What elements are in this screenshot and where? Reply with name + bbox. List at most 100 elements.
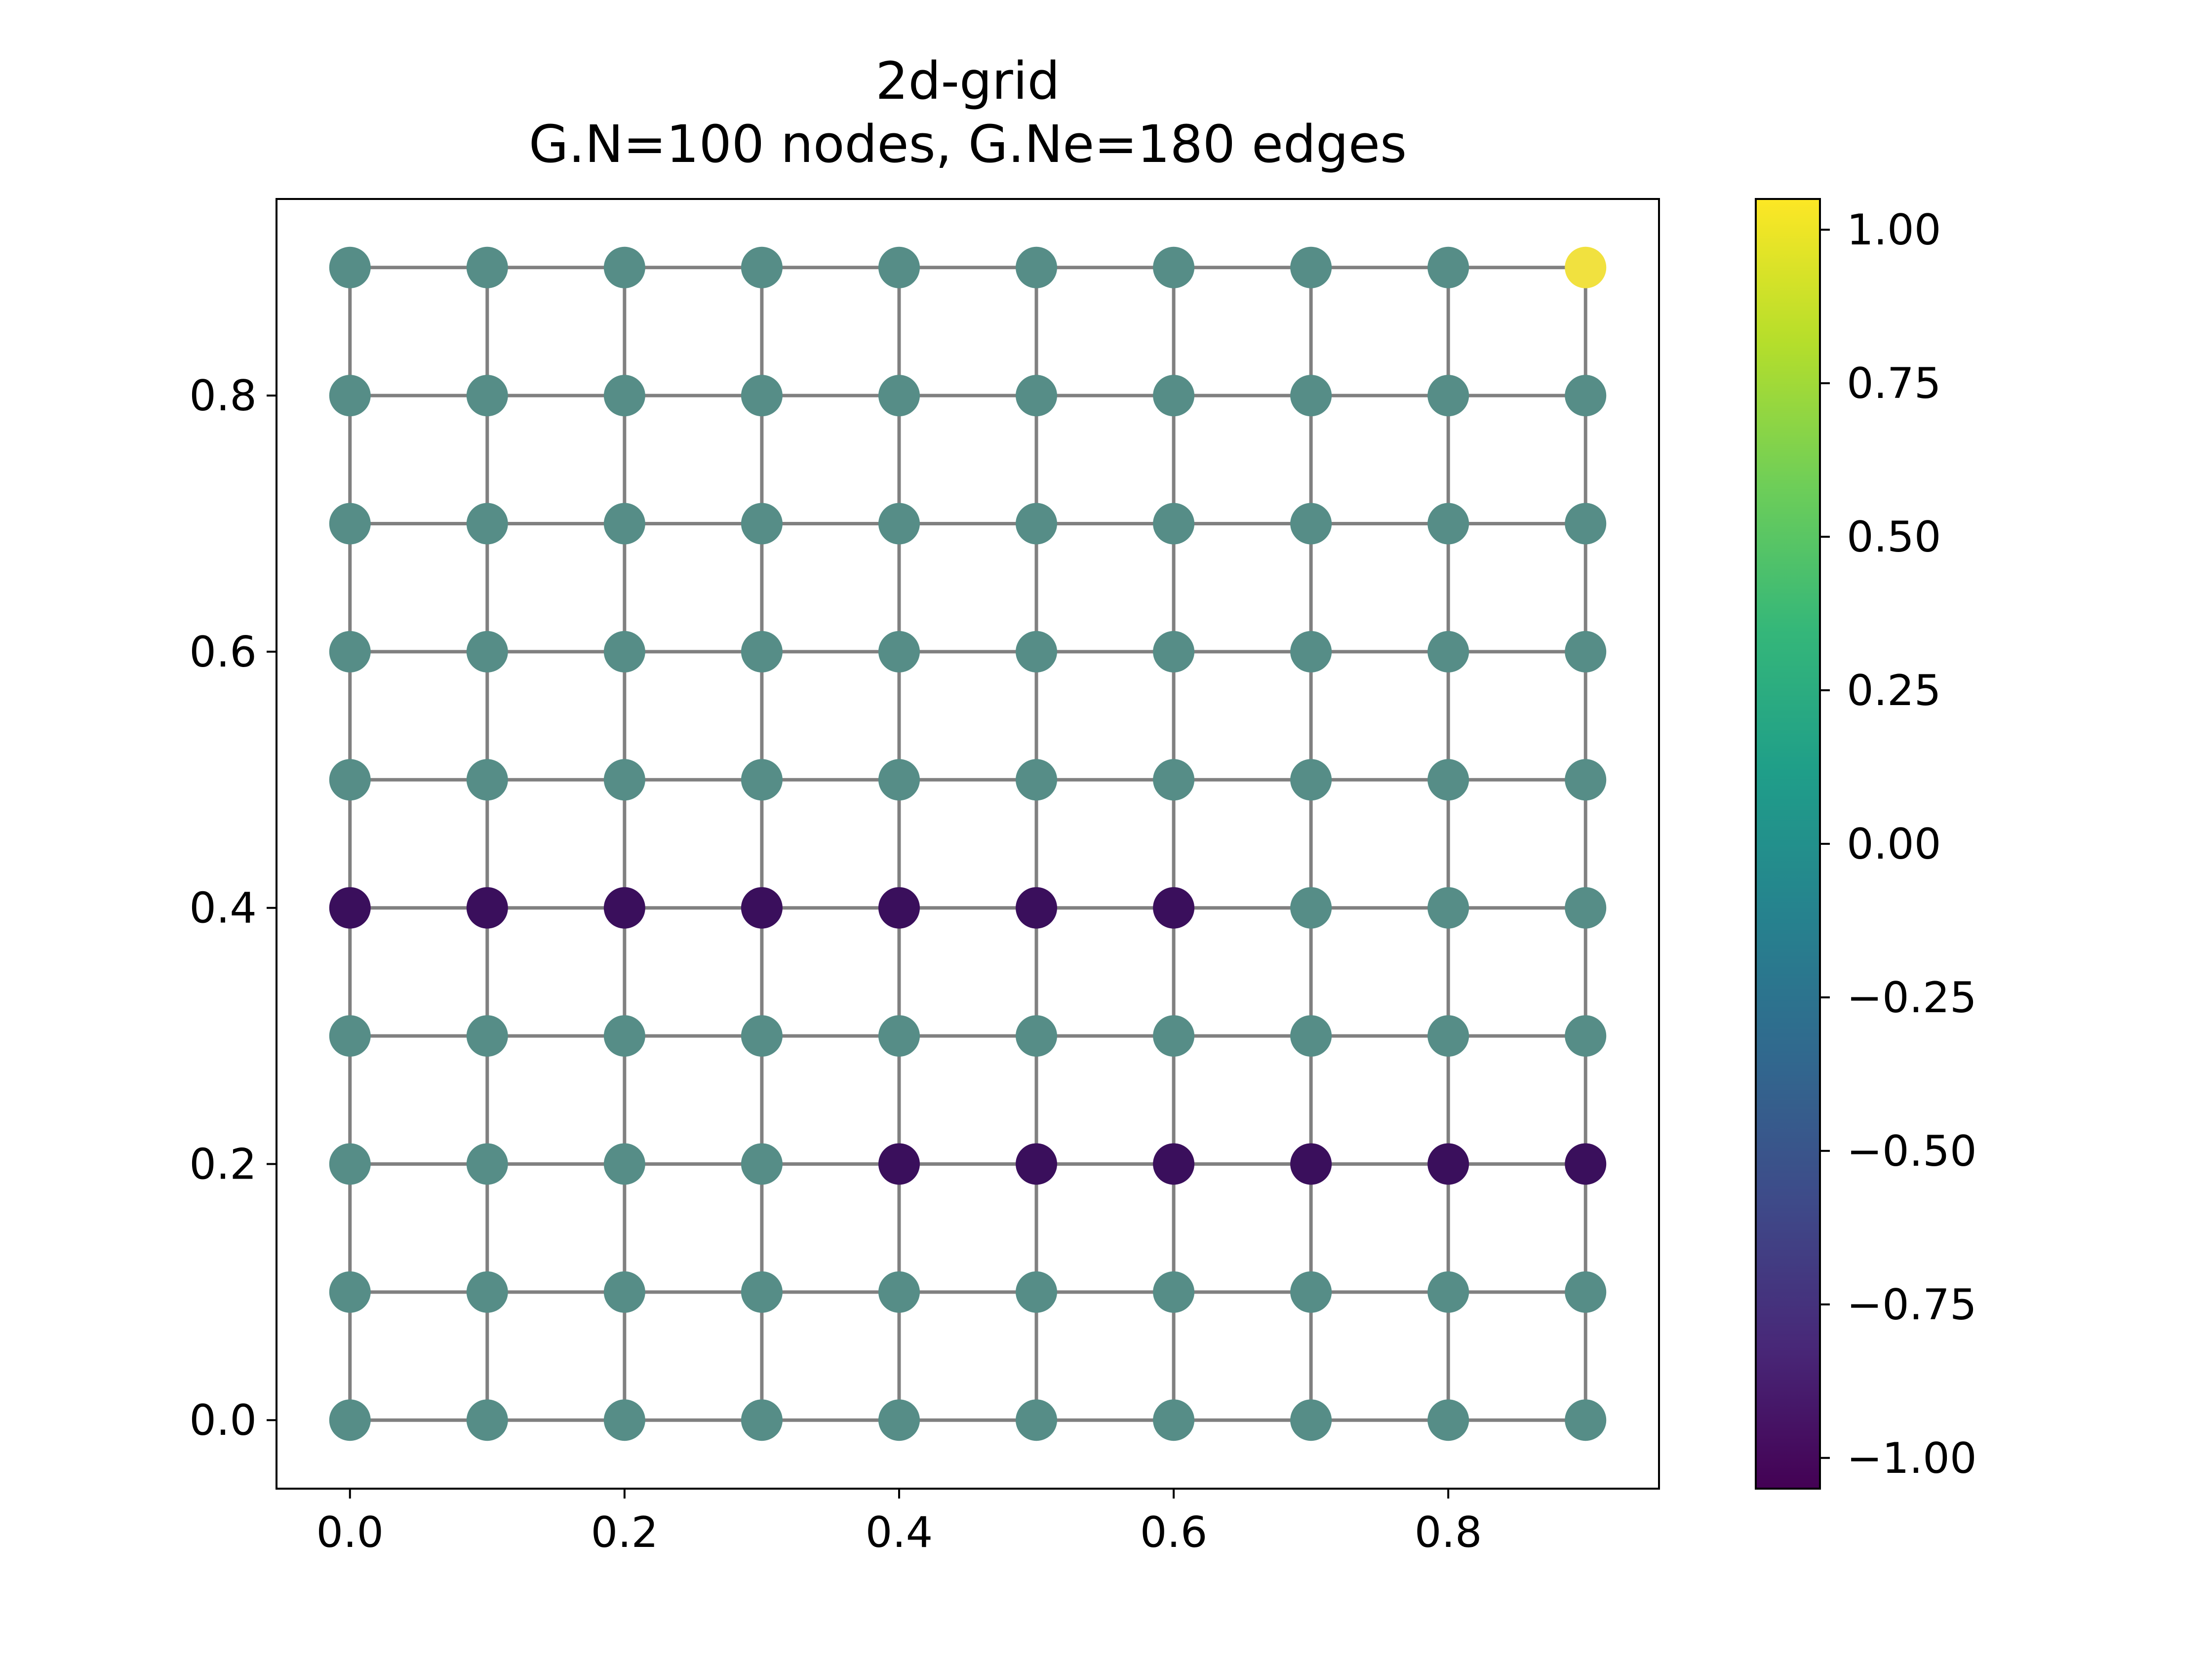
graph-node xyxy=(1290,375,1332,417)
graph-node xyxy=(1153,887,1195,929)
colorbar-gradient xyxy=(1756,199,1820,1489)
graph-node xyxy=(1290,759,1332,801)
graph-node xyxy=(878,246,920,288)
graph-node xyxy=(1290,1399,1332,1441)
graph-node xyxy=(1016,887,1058,929)
colorbar-tick-label: 0.75 xyxy=(1847,359,1941,408)
graph-node xyxy=(603,759,645,801)
graph-node xyxy=(466,375,508,417)
graph-node xyxy=(1427,503,1469,545)
graph-node xyxy=(1016,1271,1058,1313)
graph-node xyxy=(1016,375,1058,417)
graph-node xyxy=(878,503,920,545)
graph-node xyxy=(1153,246,1195,288)
graph-node xyxy=(1565,759,1607,801)
colorbar-tick-label: −1.00 xyxy=(1847,1434,1977,1483)
graph-node xyxy=(1565,631,1607,672)
graph-node xyxy=(329,246,371,288)
graph-node xyxy=(603,1271,645,1313)
graph-node xyxy=(466,759,508,801)
graph-node xyxy=(1290,1271,1332,1313)
colorbar-ticks: 1.00 0.75 0.50 0.25 0.00 −0.25 −0.50 −0.75 −1.00 xyxy=(1820,205,1977,1483)
graph-node xyxy=(741,759,783,801)
graph-node xyxy=(741,1015,783,1057)
graph-node xyxy=(603,887,645,929)
x-tick-label: 0.6 xyxy=(1140,1508,1208,1557)
plot-frame xyxy=(276,198,1660,1490)
graph-node xyxy=(741,503,783,545)
graph-node xyxy=(1153,759,1195,801)
graph-node xyxy=(878,631,920,672)
graph-node xyxy=(741,375,783,417)
graph-node xyxy=(603,1399,645,1441)
y-tick-label: 0.0 xyxy=(189,1396,257,1445)
graph-node xyxy=(329,503,371,545)
graph-node xyxy=(466,503,508,545)
graph-node xyxy=(1565,503,1607,545)
graph-node xyxy=(466,887,508,929)
graph-node xyxy=(329,375,371,417)
graph-node xyxy=(329,1015,371,1057)
colorbar-tick-label: 0.50 xyxy=(1847,513,1941,562)
graph-node xyxy=(878,1015,920,1057)
graph-node xyxy=(466,1143,508,1185)
graph-node xyxy=(466,246,508,288)
graph-node xyxy=(1153,1399,1195,1441)
graph-node xyxy=(1153,503,1195,545)
graph-node xyxy=(466,1399,508,1441)
graph-node xyxy=(1427,1271,1469,1313)
colorbar-tick-label: 1.00 xyxy=(1847,205,1941,255)
graph-node xyxy=(1427,246,1469,288)
graph-node xyxy=(1016,1399,1058,1441)
nodes-layer xyxy=(329,246,1607,1441)
chart-title-line2: G.N=100 nodes, G.Ne=180 edges xyxy=(529,114,1407,174)
graph-node xyxy=(1565,246,1607,288)
graph-node xyxy=(878,887,920,929)
graph-node xyxy=(603,1143,645,1185)
graph-node xyxy=(1016,503,1058,545)
graph-node xyxy=(878,759,920,801)
graph-node xyxy=(329,759,371,801)
graph-node xyxy=(1153,1143,1195,1185)
graph-node xyxy=(1016,759,1058,801)
graph-node xyxy=(1290,1015,1332,1057)
graph-node xyxy=(466,1015,508,1057)
graph-node xyxy=(1016,631,1058,672)
graph-node xyxy=(603,503,645,545)
graph-node xyxy=(1427,759,1469,801)
edges-layer xyxy=(348,266,1587,1422)
graph-node xyxy=(1290,631,1332,672)
graph-node xyxy=(1290,887,1332,929)
graph-node xyxy=(1016,1015,1058,1057)
y-tick-label: 0.4 xyxy=(189,884,257,933)
graph-node xyxy=(741,631,783,672)
graph-node xyxy=(741,1399,783,1441)
graph-node xyxy=(603,1015,645,1057)
graph-node xyxy=(603,375,645,417)
graph-node xyxy=(878,375,920,417)
graph-node xyxy=(466,631,508,672)
graph-node xyxy=(1427,887,1469,929)
x-tick-label: 0.0 xyxy=(316,1508,384,1557)
x-tick-label: 0.2 xyxy=(591,1508,658,1557)
graph-node xyxy=(603,246,645,288)
graph-node xyxy=(741,246,783,288)
graph-node xyxy=(741,1271,783,1313)
colorbar-tick-label: −0.25 xyxy=(1847,973,1977,1023)
graph-node xyxy=(329,631,371,672)
graph-node xyxy=(1290,1143,1332,1185)
graph-node xyxy=(1153,631,1195,672)
y-tick-label: 0.2 xyxy=(189,1140,257,1189)
chart-title-line1: 2d-grid xyxy=(875,51,1060,111)
colorbar-tick-label: −0.50 xyxy=(1847,1127,1977,1176)
graph-node xyxy=(1290,246,1332,288)
graph-node xyxy=(329,887,371,929)
y-tick-label: 0.8 xyxy=(189,371,257,421)
graph-node xyxy=(1427,1399,1469,1441)
x-tick-label: 0.4 xyxy=(866,1508,933,1557)
colorbar-tick-label: 0.25 xyxy=(1847,666,1941,715)
graph-node xyxy=(1565,887,1607,929)
graph-node xyxy=(1427,1143,1469,1185)
graph-node xyxy=(878,1143,920,1185)
